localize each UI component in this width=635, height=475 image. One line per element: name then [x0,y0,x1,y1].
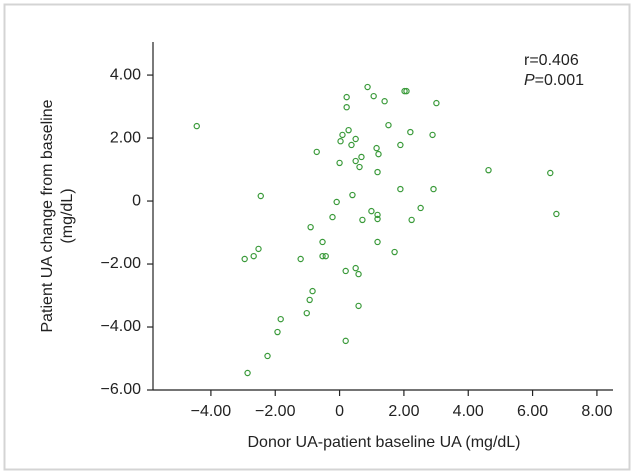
point [319,238,326,246]
y-tick-label: −6.00 [101,381,142,398]
point [309,287,316,295]
point [429,131,436,139]
point [397,185,404,193]
point [307,223,314,231]
point [319,252,326,260]
point [433,99,440,107]
x-tick-label: 8.00 [581,403,612,420]
y-tick-label: −4.00 [101,318,142,335]
point [364,83,371,91]
point [374,168,381,176]
annotation: r=0.406 [524,52,579,69]
point [430,185,437,193]
y-tick-label: −2.00 [101,255,142,272]
point [277,315,284,323]
point [381,98,388,105]
point [257,192,264,200]
point [313,148,320,156]
point [348,141,355,149]
point [403,87,410,95]
point [343,103,350,111]
point [355,270,362,278]
point [397,141,404,149]
point [385,121,392,129]
point [391,248,398,256]
point [336,159,343,167]
point [407,128,414,136]
x-tick-label: 0 [335,403,344,420]
point [417,204,424,212]
point [250,252,257,260]
point [337,138,344,145]
point [342,337,349,345]
point [303,309,310,317]
point [333,198,340,206]
x-tick-label: −4.00 [191,403,232,420]
point [329,213,336,221]
point [373,144,380,152]
y-tick-label: 0 [132,192,141,209]
point [322,252,329,260]
x-tick-label: 6.00 [517,403,548,420]
point [345,126,352,134]
point [193,122,200,130]
point [339,131,346,139]
x-tick-label: 4.00 [453,403,484,420]
x-tick-label: 2.00 [388,403,419,420]
x-axis-label: Donor UA-patient baseline UA (mg/dL) [247,434,520,451]
point [547,169,554,177]
point [255,245,262,253]
point [358,153,365,161]
point [274,328,281,336]
x-tick-label: −2.00 [255,403,296,420]
point [401,87,408,95]
point [485,166,492,174]
frame [3,3,631,471]
point [343,93,350,101]
point [408,216,415,224]
point [374,211,381,219]
point [375,150,382,158]
point [264,352,271,360]
point [370,92,377,100]
point [355,302,362,310]
annotation: =0.001 [535,72,584,89]
point [349,191,356,199]
point [553,210,560,218]
point [342,267,349,275]
point [374,215,381,223]
y-tick-label: 2.00 [110,129,141,146]
point [297,255,304,263]
point [244,369,251,377]
y-axis-label: (mg/dL) [59,188,76,243]
point [368,207,375,215]
annotation: P [524,72,535,89]
point [241,255,248,263]
point [359,216,366,224]
point [352,135,359,143]
y-axis-label: Patient UA change from baseline [39,99,56,332]
point [356,163,363,171]
point [352,264,359,272]
point [306,296,313,304]
annotation: P=0.001 [524,72,584,89]
point [374,238,381,246]
y-tick-label: 4.00 [110,66,141,83]
point [352,157,359,165]
